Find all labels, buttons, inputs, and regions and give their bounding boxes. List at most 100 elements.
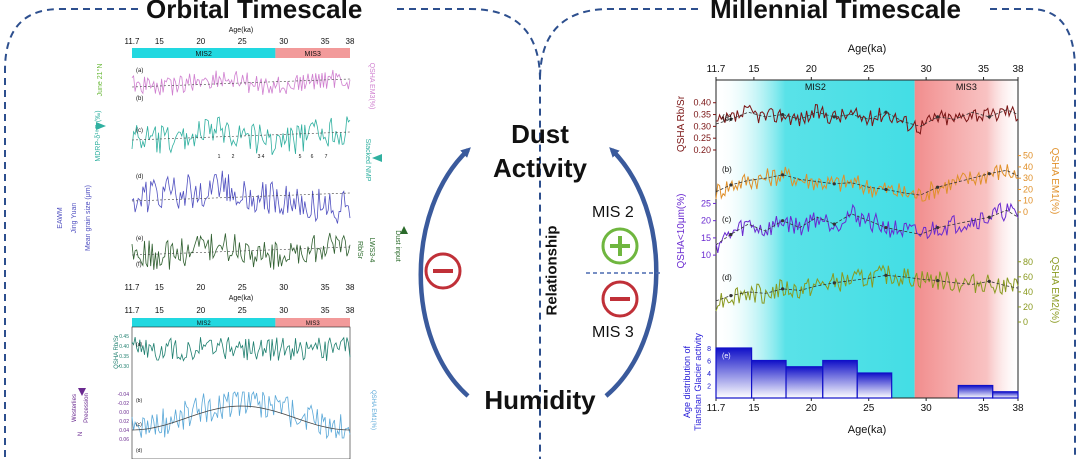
stage-label-mis2: MIS2 [805, 82, 826, 92]
right-axis-label: Rb/Sr [356, 241, 363, 260]
series-trend-2 [715, 169, 1019, 196]
x-tick-label-bottom: 25 [863, 403, 875, 414]
histogram-label-line2: Tianshan Glacier activity [693, 333, 703, 431]
x-tick-label-top: 11.7 [125, 306, 141, 315]
border-left-outer [4, 8, 138, 459]
panel-letter: (f) [136, 262, 142, 268]
left-top-multipanel-chart: MIS2 MIS3Age(ka)Age(ka)11.711.71515202025… [57, 27, 408, 302]
x-tick-label-top: 35 [321, 306, 330, 315]
y-tick-label: 0 [1023, 317, 1028, 327]
mis2-strip [132, 48, 276, 58]
histogram-bar [992, 391, 1019, 399]
cycle-arrow-left [418, 147, 471, 398]
eawm-arrow-icon [96, 122, 106, 130]
event-label: 1 [218, 154, 221, 160]
y-tick-label: 20 [1023, 184, 1033, 194]
y-tick-label: 40 [1023, 162, 1033, 172]
x-tick-label-top: 35 [978, 64, 990, 75]
y-tick-label: 15 [701, 233, 711, 243]
left-axis-label: June 21°N [96, 64, 104, 97]
trend-point [936, 115, 940, 119]
x-tick-label-top: 11.7 [707, 64, 726, 75]
y-axis-label-1: QSHA Rb/Sr [676, 95, 687, 152]
stage-label-mis3: MIS3 [306, 321, 321, 327]
chart-title: Age(ka) [848, 43, 887, 55]
right-axis-label: LWS3-4 [368, 238, 375, 263]
y-tick-label: 50 [1023, 151, 1033, 161]
stage-label-mis3: MIS3 [956, 82, 977, 92]
panel-letter: (a) [136, 68, 143, 74]
x-tick-label-top: 30 [279, 306, 288, 315]
trend-point [832, 281, 836, 285]
trend-point [781, 173, 785, 177]
x-tick-label-bottom: 30 [279, 283, 288, 292]
series-trend [131, 246, 351, 256]
precession-curve [131, 405, 351, 431]
x-axis-label-top: Age(ka) [229, 27, 254, 34]
dust-activity-label-line2: Activity [493, 153, 587, 183]
right-axis-label: QSHA EM1(%) [370, 390, 376, 430]
stage-label-mis2: MIS2 [197, 321, 212, 327]
y-tick-label: 2 [707, 384, 711, 391]
histogram-label-line1: Age distribution of [682, 345, 692, 418]
panel-letter: (a) [136, 342, 142, 348]
x-tick-label-top: 38 [1012, 64, 1024, 75]
x-tick-label-top: 20 [196, 306, 205, 315]
panel-letter: (c) [136, 128, 143, 134]
x-axis-label: Age(ka) [848, 424, 887, 436]
mis2-band [716, 80, 915, 398]
x-tick-label-top: 30 [921, 64, 933, 75]
histogram-bar [822, 359, 858, 399]
histogram-bar [750, 359, 787, 399]
x-tick-label-top: 25 [238, 306, 247, 315]
y-tick-label: 60 [1023, 272, 1033, 282]
trend-point [781, 112, 785, 117]
dashed-border [4, 8, 1076, 459]
trend-point [987, 215, 991, 219]
right-axis-label: Stacked NMP [364, 139, 371, 182]
trend-point [729, 294, 733, 298]
series-trend [131, 131, 351, 141]
panel-letter: (b) [136, 398, 142, 404]
series-line [131, 116, 351, 155]
x-tick-label-top: 15 [748, 64, 760, 75]
x-tick-label-top: 15 [155, 37, 164, 46]
panel-letter: (a) [722, 113, 732, 122]
y-tick-label: 0.45 [119, 334, 129, 340]
y-tick-label: 20 [701, 216, 711, 226]
panel-letter: (b) [722, 165, 732, 174]
trend-point [781, 219, 785, 223]
series-trend-4 [715, 274, 1019, 302]
y-tick-label: 0.30 [119, 364, 129, 370]
series-line-4 [715, 264, 1019, 312]
event-label: 5 [299, 154, 302, 160]
panel-letter: (c) [136, 422, 142, 428]
border-right-outer [990, 8, 1076, 459]
series-line [131, 232, 351, 270]
series-trend [131, 192, 351, 202]
y-tick-label: 0.06 [119, 437, 129, 443]
trend-point [936, 225, 940, 230]
trend-point [781, 287, 785, 291]
series-line-1 [715, 104, 1019, 135]
y-tick-label: 40 [1023, 287, 1033, 297]
event-label: 3 [258, 154, 261, 160]
panel-letter: (c) [722, 215, 732, 224]
right-axis-label: Dust input [394, 230, 401, 262]
event-label: 2 [232, 154, 235, 160]
panel-letter: (d) [136, 174, 143, 180]
panel-letter: (e) [722, 353, 731, 360]
y-tick-label: 0.04 [119, 428, 129, 434]
event-label: 6 [311, 154, 314, 160]
trend-point [936, 185, 940, 189]
trend-point [987, 279, 991, 283]
x-tick-label-top: 38 [346, 37, 355, 46]
panel-letter: (d) [722, 273, 732, 282]
y-tick-label: 0.20 [693, 145, 711, 155]
y-tick-label: 0.00 [119, 410, 129, 416]
minus-sign-bar [610, 297, 630, 301]
millennial-timescale-title: Millennial Timescale [704, 0, 967, 25]
panel-letter: (d) [136, 448, 142, 454]
panel-letter: (e) [136, 236, 143, 242]
x-tick-label-bottom: 38 [346, 283, 355, 292]
